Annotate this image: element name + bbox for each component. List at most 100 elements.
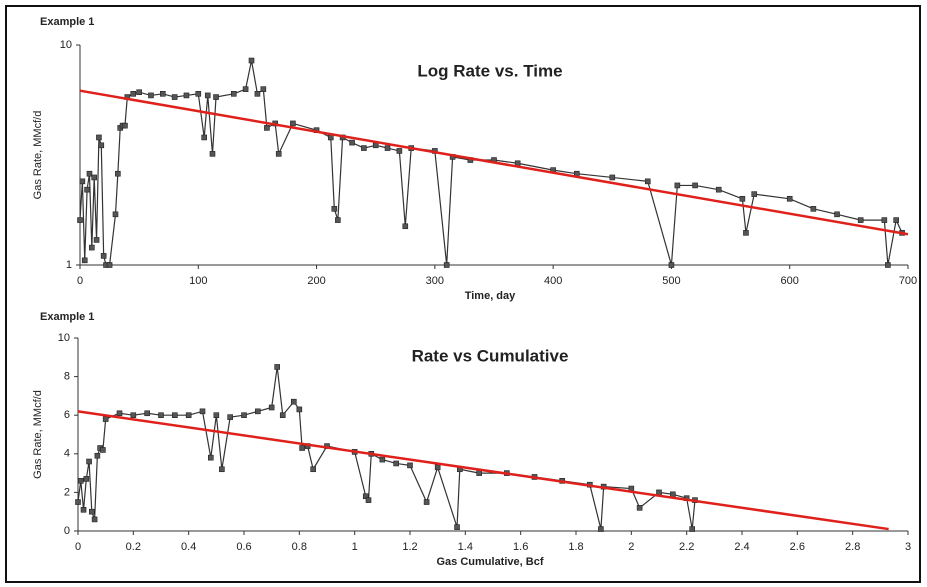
data-point (407, 462, 413, 469)
data-point (279, 412, 286, 419)
chart-title: Log Rate vs. Time (417, 61, 562, 80)
data-point (130, 91, 137, 97)
data-point (810, 206, 817, 212)
data-point (172, 412, 178, 419)
y-tick-label: 0 (64, 525, 70, 537)
data-point (715, 186, 722, 193)
data-point (204, 92, 211, 99)
data-point (609, 174, 616, 181)
data-point (100, 447, 106, 453)
data-point (274, 364, 281, 370)
x-tick-label: 2.4 (734, 541, 749, 553)
y-tick-label: 6 (64, 409, 70, 421)
x-tick-label: 2.6 (790, 541, 805, 553)
chart-title: Rate vs Cumulative (412, 346, 569, 365)
x-tick-label: 2.2 (679, 541, 694, 553)
data-point (423, 499, 430, 505)
data-point (160, 91, 166, 97)
data-point (290, 398, 297, 405)
data-point (834, 211, 840, 218)
data-point (79, 178, 86, 185)
x-tick-label: 0.2 (126, 541, 141, 553)
data-point (881, 217, 888, 223)
x-tick-label: 600 (781, 275, 799, 287)
y-tick-label: 8 (64, 371, 70, 383)
data-point (213, 94, 219, 100)
data-point (674, 182, 681, 189)
y-axis-label: Gas Rate, MMcf/d (32, 111, 44, 200)
data-point (743, 230, 749, 236)
x-axis-label: Gas Cumulative, Bcf (437, 556, 544, 568)
data-point (248, 57, 255, 64)
data-point (199, 408, 206, 415)
data-point (476, 470, 482, 476)
x-tick-label: 500 (662, 275, 680, 287)
data-point (102, 416, 109, 422)
data-point (158, 412, 164, 419)
data-point (443, 262, 450, 268)
data-point (254, 91, 261, 97)
data-point (786, 195, 793, 202)
data-point (454, 524, 460, 530)
x-tick-label: 1.8 (568, 541, 583, 553)
data-point (86, 170, 93, 177)
x-axis-label: Time, day (465, 290, 516, 302)
data-point (93, 237, 100, 243)
data-point (331, 206, 338, 212)
data-point (598, 526, 604, 532)
x-tick-label: 2 (628, 541, 634, 553)
data-point (241, 412, 247, 419)
x-tick-label: 1 (352, 541, 358, 553)
data-point (171, 94, 178, 100)
data-point (393, 460, 399, 467)
x-tick-label: 200 (307, 275, 325, 287)
data-point (299, 445, 305, 451)
data-point (183, 92, 190, 99)
data-point (195, 91, 202, 97)
trend-line (79, 89, 909, 236)
data-point (94, 452, 101, 459)
data-point (100, 253, 107, 259)
trend-line (77, 410, 889, 531)
chart-label: Example 1 (40, 16, 94, 28)
data-point (84, 186, 90, 193)
x-tick-label: 0 (77, 275, 83, 287)
data-point (379, 456, 386, 463)
data-point (893, 217, 899, 223)
y-tick-label: 10 (58, 332, 70, 344)
data-point (751, 191, 758, 197)
data-point (692, 182, 698, 189)
x-tick-label: 400 (544, 275, 562, 287)
data-point (670, 491, 676, 498)
data-point (148, 92, 154, 99)
data-point (77, 217, 83, 223)
data-point (98, 142, 105, 149)
x-tick-label: 3 (905, 541, 911, 553)
x-tick-label: 700 (899, 275, 917, 287)
data-point (227, 414, 233, 420)
data-point (644, 178, 651, 185)
data-point (656, 489, 662, 496)
x-tick-label: 0.4 (181, 541, 196, 553)
data-point (372, 142, 379, 149)
data-point (857, 217, 864, 223)
data-point (255, 408, 261, 415)
x-tick-label: 0.6 (236, 541, 251, 553)
x-tick-label: 0.8 (292, 541, 307, 553)
data-point (396, 148, 403, 154)
data-point (201, 134, 207, 141)
data-point (81, 257, 88, 264)
data-point (83, 476, 90, 482)
y-tick-label: 4 (64, 448, 70, 460)
data-point (230, 91, 237, 97)
data-point (365, 497, 372, 503)
chart-label: Example 1 (40, 311, 94, 323)
data-point (296, 406, 303, 413)
data-point (89, 508, 95, 515)
data-point (260, 86, 267, 92)
data-point (96, 134, 102, 141)
data-point (310, 466, 316, 473)
data-point (130, 412, 137, 419)
data-point (115, 170, 121, 177)
